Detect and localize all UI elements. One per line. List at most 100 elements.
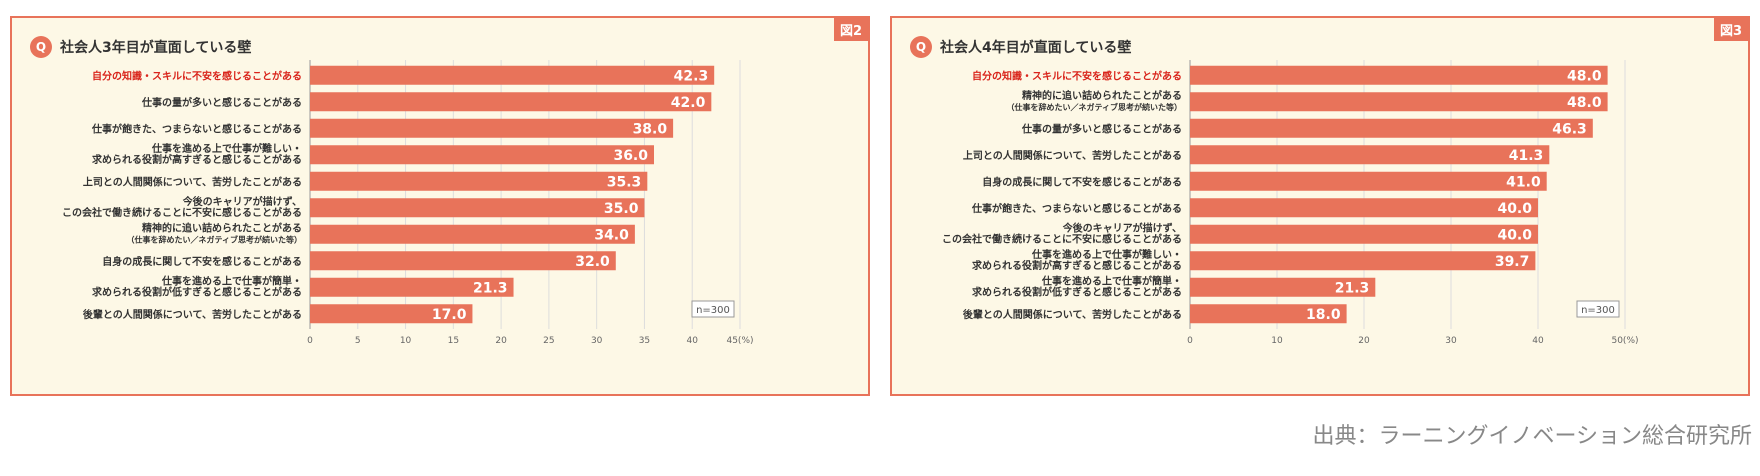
chart-panel-1: 図2 Q 社会人3年目が直面している壁 0 5 10 15 20 25 30 35 40 45(%… bbox=[10, 16, 870, 396]
bar bbox=[310, 118, 674, 138]
category-label: 仕事が飽きた、つまらないと感じることがある bbox=[91, 122, 302, 135]
category-label: 今後のキャリアが描けず、 bbox=[182, 195, 302, 208]
category-label: 精神的に追い詰められたことがある bbox=[142, 221, 302, 234]
sample-size-box bbox=[1576, 300, 1620, 318]
bar bbox=[1190, 304, 1347, 324]
bar bbox=[310, 251, 616, 271]
bar-value-label: 34.0 bbox=[594, 227, 629, 243]
category-label: 仕事を進める上で仕事が難しい・ bbox=[151, 142, 302, 155]
bar bbox=[1190, 145, 1550, 165]
bar-value-label: 42.0 bbox=[671, 95, 706, 111]
x-tick-label: 30 bbox=[1445, 336, 1457, 346]
x-tick-label: 40 bbox=[1532, 336, 1544, 346]
x-tick-label: 30 bbox=[591, 336, 603, 346]
x-tick-label: 35 bbox=[639, 336, 650, 346]
x-tick-label: 10 bbox=[1271, 336, 1283, 346]
category-label: 今後のキャリアが描けず、 bbox=[1062, 221, 1182, 234]
category-label: （仕事を辞めたい／ネガティブ思考が続いた等） bbox=[126, 234, 302, 244]
category-label: 自分の知識・スキルに不安を感じることがある bbox=[92, 69, 302, 82]
bar-value-label: 32.0 bbox=[575, 254, 610, 270]
category-label: 精神的に追い詰められたことがある bbox=[1022, 89, 1182, 102]
category-label: 自身の成長に関して不安を感じることがある bbox=[982, 175, 1182, 188]
bar-value-label: 21.3 bbox=[1335, 280, 1370, 296]
x-tick-label: 40 bbox=[686, 336, 698, 346]
category-label: 仕事の量が多いと感じることがある bbox=[141, 96, 302, 109]
category-label: 後輩との人間関係について、苦労したことがある bbox=[83, 308, 302, 321]
bar-value-label: 48.0 bbox=[1567, 68, 1602, 84]
x-tick-label: 10 bbox=[400, 336, 412, 346]
bar-chart-2: 0 10 20 30 40 50(%) 48.0 自分の知識・スキルに不安を感じることがある 4… bbox=[942, 60, 1639, 346]
question-icon: Q bbox=[910, 36, 932, 58]
bar-value-label: 41.0 bbox=[1506, 174, 1541, 190]
category-label: （仕事を辞めたい／ネガティブ思考が続いた等） bbox=[1006, 102, 1182, 112]
bar bbox=[1190, 171, 1547, 191]
bar-value-label: 21.3 bbox=[473, 280, 508, 296]
x-tick-label: 45(%) bbox=[726, 336, 753, 346]
chart-title: 社会人3年目が直面している壁 bbox=[60, 40, 252, 56]
x-tick-label: 5 bbox=[355, 336, 361, 346]
bar bbox=[310, 304, 473, 324]
bar-value-label: 36.0 bbox=[613, 148, 648, 164]
bar-value-label: 17.0 bbox=[432, 307, 467, 323]
category-label: 求められる役割が低すぎると感じることがある bbox=[92, 285, 302, 298]
bar-value-label: 40.0 bbox=[1497, 201, 1532, 217]
bar-value-label: 18.0 bbox=[1306, 307, 1341, 323]
question-icon: Q bbox=[30, 36, 52, 58]
bar bbox=[310, 65, 715, 85]
bar bbox=[1190, 118, 1593, 138]
bar bbox=[1190, 65, 1608, 85]
bar-value-label: 42.3 bbox=[674, 68, 709, 84]
bar bbox=[310, 224, 635, 244]
category-label: 仕事が飽きた、つまらないと感じることがある bbox=[971, 202, 1182, 215]
x-tick-label: 0 bbox=[307, 336, 313, 346]
bar bbox=[310, 198, 645, 218]
category-label: 求められる役割が高すぎると感じることがある bbox=[92, 153, 302, 166]
bar bbox=[1190, 198, 1538, 218]
bar bbox=[310, 277, 514, 297]
category-label: 仕事を進める上で仕事が難しい・ bbox=[1031, 248, 1182, 261]
category-label: この会社で働き続けることに不安に感じることがある bbox=[62, 206, 302, 219]
bar-value-label: 39.7 bbox=[1495, 254, 1530, 270]
chart-panel-2: 図3 Q 社会人4年目が直面している壁 0 10 20 30 40 50(%) 48.0 自分… bbox=[890, 16, 1750, 396]
figure-tag: 図2 bbox=[833, 18, 868, 41]
bar-value-label: 38.0 bbox=[633, 121, 668, 137]
bar bbox=[310, 92, 712, 112]
plot-area: 0 5 10 15 20 25 30 35 40 45(%) 42.3 自分の知識・スキルに不安を感じ… bbox=[62, 60, 754, 346]
bar-value-label: 35.3 bbox=[607, 174, 642, 190]
sample-size-label: n=300 bbox=[696, 305, 730, 316]
bar-value-label: 35.0 bbox=[604, 201, 639, 217]
bar bbox=[1190, 277, 1376, 297]
x-tick-label: 20 bbox=[495, 336, 507, 346]
x-tick-label: 20 bbox=[1358, 336, 1370, 346]
category-label: 仕事を進める上で仕事が簡単・ bbox=[1041, 274, 1182, 287]
category-label: 仕事の量が多いと感じることがある bbox=[1021, 122, 1182, 135]
bar-value-label: 40.0 bbox=[1497, 227, 1532, 243]
category-label: 仕事を進める上で仕事が簡単・ bbox=[161, 274, 302, 287]
bar bbox=[1190, 251, 1536, 271]
bar-value-label: 41.3 bbox=[1509, 148, 1544, 164]
bar-value-label: 46.3 bbox=[1552, 121, 1587, 137]
source-credit: 出典：ラーニングイノベーション総合研究所 bbox=[1312, 424, 1752, 449]
bar bbox=[1190, 92, 1608, 112]
bar-chart-1: 0 5 10 15 20 25 30 35 40 45(%) 42.3 自分の知識・スキルに不安を感じ… bbox=[62, 60, 754, 346]
category-label: 後輩との人間関係について、苦労したことがある bbox=[963, 308, 1182, 321]
x-tick-label: 25 bbox=[543, 336, 554, 346]
category-label: 求められる役割が高すぎると感じることがある bbox=[972, 259, 1182, 272]
bar-value-label: 48.0 bbox=[1567, 95, 1602, 111]
plot-area: 0 10 20 30 40 50(%) 48.0 自分の知識・スキルに不安を感じることがある 4… bbox=[942, 60, 1639, 346]
x-tick-label: 15 bbox=[448, 336, 459, 346]
category-label: 自分の知識・スキルに不安を感じることがある bbox=[972, 69, 1182, 82]
sample-size-box bbox=[691, 300, 735, 318]
figure-tag: 図3 bbox=[1713, 18, 1748, 41]
bar bbox=[310, 145, 654, 165]
sample-size-label: n=300 bbox=[1581, 305, 1615, 316]
category-label: 求められる役割が低すぎると感じることがある bbox=[972, 285, 1182, 298]
category-label: 自身の成長に関して不安を感じることがある bbox=[102, 255, 302, 268]
x-tick-label: 0 bbox=[1187, 336, 1193, 346]
category-label: 上司との人間関係について、苦労したことがある bbox=[83, 175, 302, 188]
x-tick-label: 50(%) bbox=[1611, 336, 1638, 346]
category-label: 上司との人間関係について、苦労したことがある bbox=[963, 149, 1182, 162]
chart-title: 社会人4年目が直面している壁 bbox=[940, 40, 1132, 56]
bar bbox=[1190, 224, 1538, 244]
category-label: この会社で働き続けることに不安に感じることがある bbox=[942, 232, 1182, 245]
